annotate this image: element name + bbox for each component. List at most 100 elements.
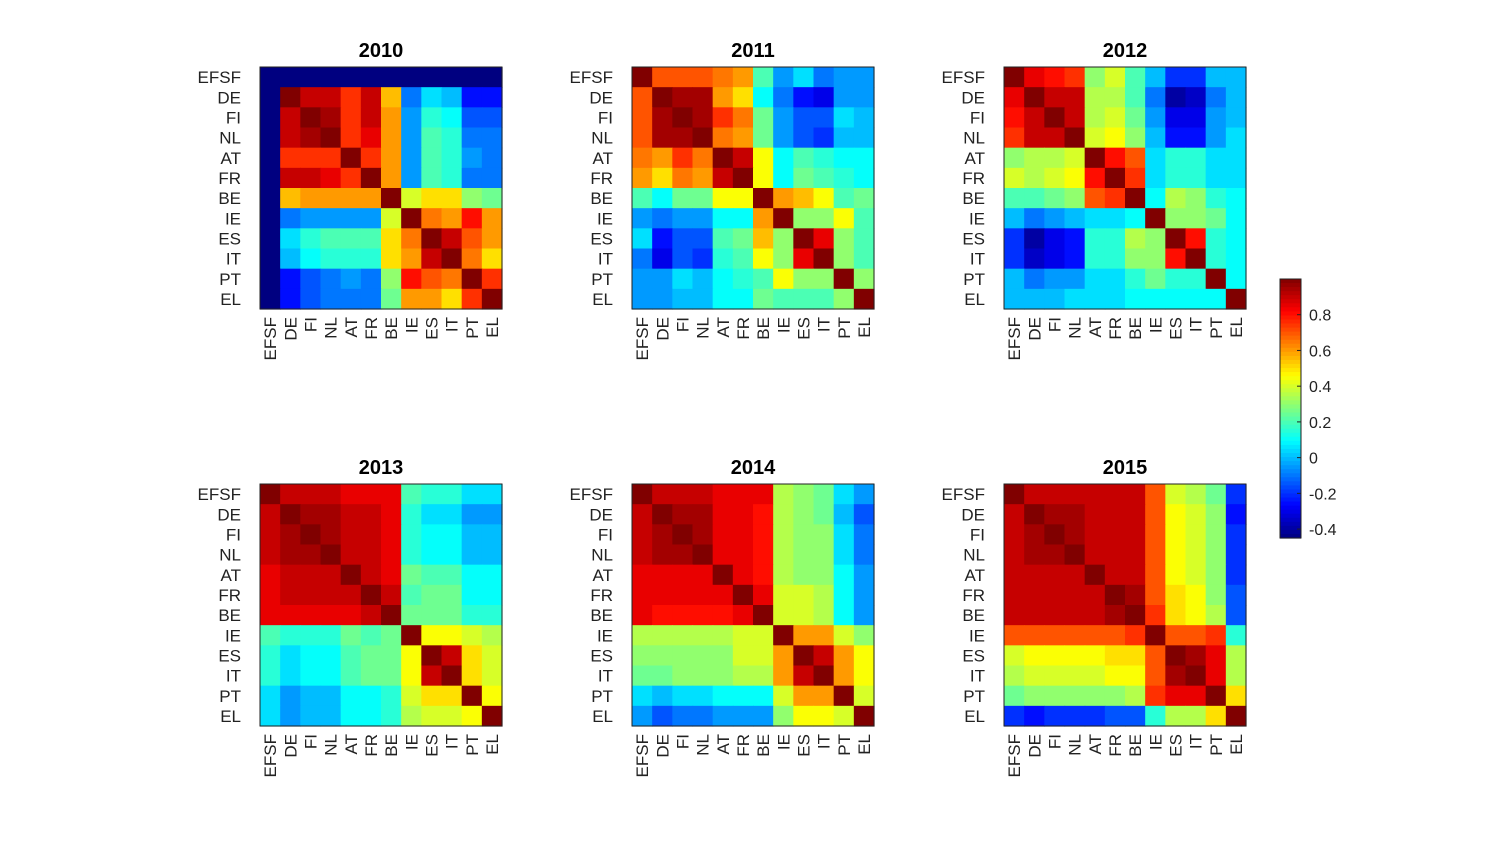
heatmap-cell [1004,645,1025,667]
heatmap-cell [853,564,875,586]
heatmap-cell [360,645,382,667]
heatmap-cell [360,87,382,108]
heatmap-cell [1044,268,1066,290]
heatmap-cell [461,208,483,229]
heatmap-cell [461,685,483,707]
x-tick-label: IT [815,734,834,749]
heatmap-cell [1104,107,1126,129]
heatmap-cell [340,87,362,108]
heatmap-cell [1185,127,1207,149]
heatmap-cell [260,248,281,270]
heatmap-cell [1145,87,1166,108]
heatmap-cell [280,685,301,707]
heatmap-cell [813,167,835,189]
heatmap-cell [853,524,875,546]
heatmap-cell [1024,208,1045,229]
y-tick-label: DE [217,505,241,524]
heatmap-cell [360,268,382,290]
y-tick-label: ES [218,229,241,248]
heatmap-cell [672,107,694,129]
heatmap-cell [853,248,875,270]
heatmap-cell [1084,127,1106,149]
heatmap-cell [712,645,734,667]
heatmap-cell [1205,288,1227,310]
heatmap-cell [712,268,734,290]
heatmap-cell [1165,228,1187,250]
y-tick-label: NL [219,546,241,565]
heatmap-cell [441,605,463,626]
heatmap-cell [260,685,281,707]
heatmap-cell [1165,248,1187,270]
heatmap-cell [1225,705,1247,727]
heatmap-cell [421,665,443,687]
heatmap-panel-2012: 2012EFSFEFSFDEDEFIFINLNLATATFRFRBEBEIEIE… [942,40,1247,360]
heatmap-cell [381,228,402,250]
x-tick-label: DE [1025,317,1044,341]
heatmap-cell [300,228,322,250]
heatmap-cell [732,228,754,250]
heatmap-cell [712,504,734,525]
heatmap-cell [652,127,673,149]
heatmap-cell [793,248,815,270]
y-tick-label: AT [221,149,241,168]
heatmap-cell [461,248,483,270]
heatmap-cell [260,107,281,129]
colorbar-segment [1280,440,1301,446]
heatmap-cell [732,524,754,546]
heatmap-cell [360,484,382,505]
heatmap-cell [652,167,673,189]
heatmap-cell [401,147,422,169]
heatmap-cell [1225,127,1247,149]
colorbar-segment [1280,428,1301,434]
heatmap-cell [1004,127,1025,149]
heatmap-cell [773,665,794,687]
heatmap-cell [833,645,855,667]
heatmap-cell [712,147,734,169]
heatmap-cell [1125,87,1146,108]
heatmap-cell [401,524,422,546]
heatmap-cell [672,127,694,149]
heatmap-cell [833,605,855,626]
heatmap-cell [280,147,301,169]
x-tick-label: AT [1086,317,1105,337]
heatmap-cell [632,524,653,546]
heatmap-cell [1044,288,1066,310]
heatmap-cell [1185,584,1207,606]
heatmap-cell [1064,625,1086,646]
heatmap-cell [461,484,483,505]
heatmap-cell [1104,268,1126,290]
heatmap-cell [260,484,281,505]
heatmap-cell [1225,544,1247,566]
heatmap-cell [632,584,653,606]
heatmap-cell [1165,67,1187,88]
y-tick-label: DE [589,505,613,524]
heatmap-cell [753,484,774,505]
heatmap-cell [712,625,734,646]
heatmap-cell [813,248,835,270]
heatmap-cell [813,127,835,149]
heatmap-cell [1044,188,1066,209]
heatmap-cell [1004,605,1025,626]
colorbar-segment [1280,505,1301,511]
heatmap-cell [1125,167,1146,189]
heatmap-cell [793,524,815,546]
heatmap-cell [692,288,714,310]
heatmap-cell [1205,605,1227,626]
heatmap-cell [260,705,281,727]
heatmap-cell [300,167,322,189]
heatmap-cell [360,288,382,310]
heatmap-cell [753,665,774,687]
y-tick-label: FR [962,586,985,605]
heatmap-cell [853,208,875,229]
x-tick-label: DE [1025,734,1044,758]
heatmap-cell [1225,188,1247,209]
heatmap-cell [732,564,754,586]
heatmap-cell [753,87,774,108]
colorbar-segment [1280,424,1301,430]
heatmap-cell [481,268,503,290]
heatmap-cell [773,544,794,566]
heatmap-cell [1004,87,1025,108]
heatmap-cell [1225,147,1247,169]
y-tick-label: EL [220,707,241,726]
heatmap-cell [1004,564,1025,586]
